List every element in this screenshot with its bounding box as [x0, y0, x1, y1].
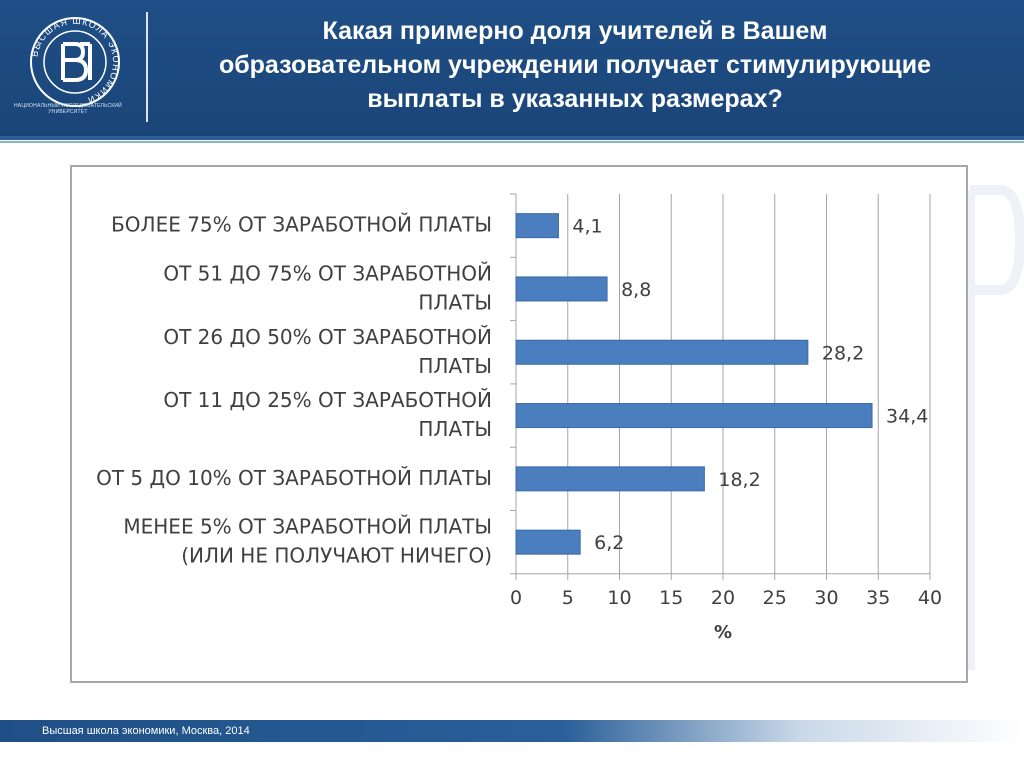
x-axis-title: %	[714, 622, 732, 643]
slide-title: Какая примерно доля учителей в Вашем обр…	[160, 14, 990, 116]
bar	[515, 529, 581, 555]
category-label: ПЛАТЫ	[418, 290, 492, 314]
header-divider-light	[0, 141, 1024, 143]
x-tick-label: 40	[918, 587, 942, 609]
footer-text: Высшая школа экономики, Москва, 2014	[42, 725, 250, 737]
x-tick-label: 5	[562, 587, 574, 609]
header-divider	[0, 136, 1024, 140]
x-tick-label: 30	[814, 587, 838, 609]
x-tick-label: 15	[659, 587, 683, 609]
x-tick-label: 0	[510, 587, 522, 609]
bar	[515, 466, 705, 492]
slide-header	[0, 0, 1024, 136]
title-line: образовательном учреждении получает стим…	[218, 51, 932, 79]
category-label: (ИЛИ НЕ ПОЛУЧАЮТ НИЧЕГО)	[181, 544, 492, 568]
data-label: 18,2	[718, 469, 760, 491]
bar-chart: 0 5 10 15 20 25 30 35 40% 4,1 БОЛЕЕ 75% ОТ ЗАРАБОТ…	[96, 193, 942, 643]
bar	[515, 276, 608, 302]
footer-bar	[0, 720, 1024, 742]
category-label: ОТ 5 ДО 10% ОТ ЗАРАБОТНОЙ ПЛАТЫ	[96, 466, 492, 490]
category-label: ПЛАТЫ	[418, 417, 492, 441]
category-label: БОЛЕЕ 75% ОТ ЗАРАБОТНОЙ ПЛАТЫ	[111, 213, 492, 237]
x-tick-label: 25	[763, 587, 787, 609]
category-label: ОТ 26 ДО 50% ОТ ЗАРАБОТНОЙ	[163, 325, 492, 349]
category-label: ПЛАТЫ	[418, 354, 492, 378]
category-label: ОТ 51 ДО 75% ОТ ЗАРАБОТНОЙ	[163, 261, 492, 285]
bar	[515, 213, 559, 239]
hse-emblem-icon: ВЫСШАЯ ШКОЛА ЭКОНОМИКИ	[29, 16, 120, 107]
data-label: 34,4	[886, 406, 928, 428]
category-label: МЕНЕЕ 5% ОТ ЗАРАБОТНОЙ ПЛАТЫ	[123, 515, 492, 539]
chart-panel: 0 5 10 15 20 25 30 35 40% 4,1 БОЛЕЕ 75% ОТ ЗАРАБОТ…	[70, 165, 968, 683]
hse-logo: ВЫСШАЯ ШКОЛА ЭКОНОМИКИ	[20, 14, 130, 124]
x-tick-label: 10	[607, 587, 631, 609]
bar	[515, 339, 809, 365]
category-label: ОТ 11 ДО 25% ОТ ЗАРАБОТНОЙ	[163, 388, 492, 412]
data-label: 6,2	[594, 532, 624, 554]
title-line: выплаты в указанных размерах?	[367, 85, 783, 113]
data-label: 8,8	[621, 279, 651, 301]
x-tick-label: 35	[866, 587, 890, 609]
logo-divider	[146, 12, 148, 122]
title-line: Какая примерно доля учителей в Вашем	[322, 17, 828, 45]
data-label: 28,2	[822, 342, 864, 364]
bar	[515, 403, 873, 429]
background-watermark	[965, 185, 1024, 670]
data-label: 4,1	[572, 216, 602, 238]
x-tick-label: 20	[711, 587, 735, 609]
logo-caption: НАЦИОНАЛЬНЫЙ ИССЛЕДОВАТЕЛЬСКИЙ УНИВЕРСИТ…	[14, 103, 122, 115]
